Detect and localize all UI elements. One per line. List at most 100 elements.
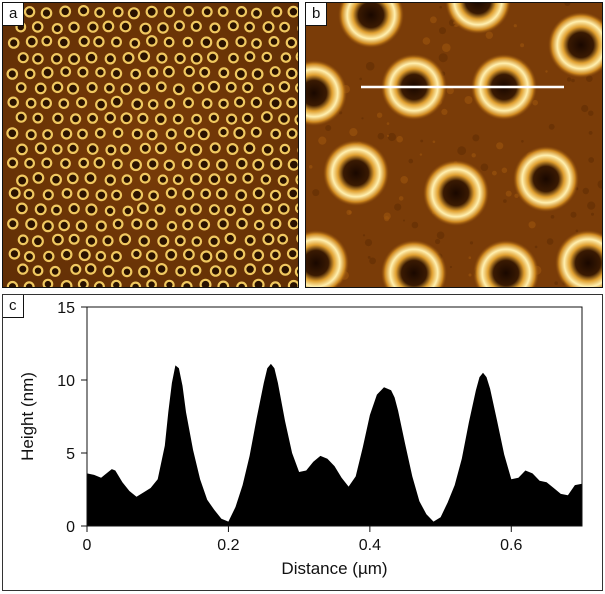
y-axis-label: Height (nm) (18, 372, 37, 461)
nanoring-small (215, 188, 228, 200)
nanoring-small (279, 143, 291, 155)
nanoring-small (199, 278, 212, 287)
x-axis-label: Distance (µm) (281, 559, 387, 578)
nanoring-small (68, 52, 81, 65)
nanoring-small (131, 248, 142, 260)
surface-speckle (439, 27, 446, 35)
nanoring-large (445, 3, 511, 34)
nanoring-small (42, 129, 53, 140)
nanoring-small (208, 235, 220, 248)
nanoring-small (216, 37, 229, 50)
nanoring-small (262, 21, 275, 34)
surface-speckle (362, 234, 366, 237)
nanoring-small (175, 265, 187, 277)
nanoring-large (306, 60, 347, 126)
nanoring-small (200, 188, 212, 200)
surface-speckle (532, 99, 538, 106)
surface-speckle (420, 139, 424, 143)
nanoring-small (130, 68, 142, 80)
nanoring-small (70, 263, 82, 275)
surface-speckle (403, 219, 405, 222)
nanoring-small (280, 52, 292, 63)
nanoring-small (244, 234, 256, 246)
nanoring-small (146, 218, 158, 230)
nanoring-small (102, 265, 115, 278)
nanoring-small (17, 234, 29, 246)
nanoring-small (260, 174, 272, 185)
nanoring-small (163, 159, 175, 171)
nanoring-small (166, 220, 178, 232)
nanoring-small (25, 218, 38, 231)
nanoring-small (131, 128, 143, 140)
surface-speckle (442, 43, 451, 52)
x-tick-label: 0.2 (217, 537, 239, 554)
nanoring-small (84, 263, 97, 275)
nanoring-small (163, 6, 176, 18)
nanoring-small (58, 98, 70, 109)
nanoring-small (224, 204, 236, 217)
nanoring-small (31, 21, 44, 33)
nanoring-small (23, 188, 35, 200)
nanoring-small (261, 143, 274, 156)
nanoring-small (77, 4, 90, 17)
nanoring-small (250, 96, 263, 109)
nanoring-small (279, 263, 292, 276)
nanoring-small (270, 128, 282, 140)
nanoring-small (43, 250, 55, 263)
surface-speckle (377, 132, 385, 140)
nanoring-small (182, 36, 194, 48)
nanoring-small (261, 203, 273, 215)
surface-speckle (513, 24, 517, 28)
surface-speckle (471, 153, 476, 158)
nanoring-small (251, 68, 264, 80)
nanoring-small (52, 233, 64, 246)
nanoring-small (69, 113, 82, 125)
nanoring-small (40, 7, 53, 19)
nanoring-small (31, 235, 44, 248)
surface-speckle (588, 110, 594, 116)
nanoring-small (93, 36, 105, 48)
nanoring-small (243, 142, 256, 155)
surface-speckle (386, 134, 390, 137)
nanoring-small (60, 280, 73, 287)
nanoring-small (236, 157, 248, 170)
nanoring-small (235, 189, 248, 202)
nanoring-small (75, 96, 88, 109)
nanoring-small (60, 66, 72, 77)
nanoring-small (75, 220, 88, 232)
nanoring-small (218, 67, 230, 79)
nanoring-small (294, 266, 298, 277)
nanoring-small (174, 52, 186, 65)
surface-speckle (528, 221, 536, 229)
nanoring-small (242, 172, 254, 184)
nanoring-small (181, 158, 193, 170)
nanoring-small (66, 82, 80, 95)
nanoring-small (110, 67, 123, 80)
nanoring-small (122, 51, 135, 64)
nanoring-small (77, 128, 88, 140)
nanoring-small (146, 158, 159, 170)
surface-speckle (349, 128, 358, 137)
nanoring-small (94, 7, 105, 18)
nanoring-small (6, 68, 19, 80)
nanoring-small (236, 217, 248, 230)
nanoring-small (34, 82, 47, 95)
nanoring-small (105, 144, 117, 156)
nanoring-small (252, 187, 265, 200)
surface-speckle (364, 239, 373, 247)
nanoring-small (32, 112, 44, 124)
nanoring-small (190, 20, 202, 32)
y-tick-label: 10 (57, 373, 75, 390)
nanoring-small (224, 232, 237, 245)
nanoring-small (270, 249, 281, 261)
surface-speckle (550, 215, 555, 219)
nanoring-small (129, 158, 142, 172)
nanoring-small (285, 67, 298, 80)
nanoring-small (218, 98, 229, 110)
nanoring-small (174, 235, 186, 247)
nanoring-small (190, 203, 202, 215)
nanoring-small (103, 82, 115, 94)
nanoring-large (548, 12, 602, 78)
panel-label-a: a (3, 3, 25, 26)
nanoring-small (32, 265, 44, 277)
